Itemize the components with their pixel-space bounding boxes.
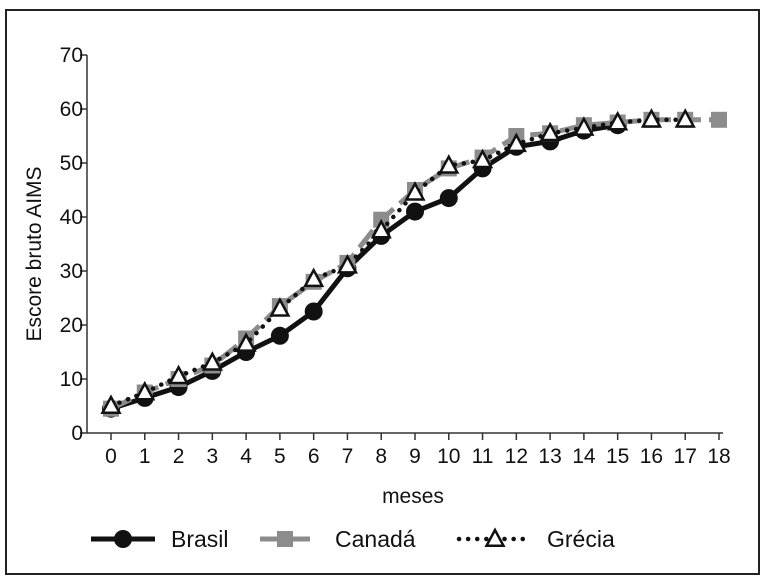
data-point — [573, 116, 595, 136]
data-point — [471, 148, 494, 169]
data-point — [438, 154, 460, 174]
x-tick-label: 13 — [538, 445, 561, 468]
x-tick-label: 0 — [105, 445, 117, 468]
data-point — [235, 332, 257, 352]
data-point — [134, 380, 156, 401]
x-axis-title: meses — [382, 485, 444, 508]
data-point — [674, 108, 696, 128]
x-tick-label: 18 — [707, 445, 730, 468]
legend-entry: Brasil — [91, 526, 229, 552]
legend-entry: Canadá — [260, 526, 416, 552]
y-tick-label: 60 — [60, 98, 83, 121]
legend-entry: Grécia — [456, 526, 615, 552]
data-point — [711, 111, 727, 128]
x-tick-label: 2 — [173, 445, 185, 468]
axes — [80, 54, 723, 440]
data-point — [439, 189, 458, 208]
x-tick-label: 9 — [409, 445, 421, 468]
x-tick-label: 4 — [240, 445, 252, 468]
x-tick-label: 17 — [674, 445, 697, 468]
chart-frame: 0 10 20 30 40 50 60 70 0 1 2 3 4 5 6 7 8 9 10 11 12 13 14 15 16 1… — [5, 9, 760, 575]
x-tick-label: 16 — [640, 445, 663, 468]
data-point — [270, 326, 289, 345]
data-point — [100, 394, 122, 414]
data-point — [303, 267, 325, 288]
y-tick-label: 10 — [60, 368, 83, 391]
data-point — [269, 297, 291, 317]
series-line — [108, 117, 688, 409]
data-point — [404, 181, 426, 201]
legend-marker — [484, 527, 506, 547]
x-tick-label: 12 — [505, 445, 528, 468]
y-tick-label: 30 — [60, 260, 83, 283]
legend: Brasil Canadá Grécia — [91, 526, 615, 552]
legend-label: Grécia — [547, 526, 615, 552]
legend-marker — [277, 531, 293, 547]
series-canadá — [103, 111, 727, 417]
legend-label: Brasil — [171, 526, 229, 552]
data-point — [167, 364, 190, 385]
data-point — [640, 108, 663, 128]
data-point — [505, 132, 527, 153]
data-point — [539, 121, 561, 142]
legend-marker — [114, 530, 132, 548]
x-tick-label: 5 — [274, 445, 286, 468]
y-tick-label: 70 — [60, 44, 83, 67]
y-tick-label: 20 — [60, 314, 83, 337]
y-tick-label: 50 — [60, 152, 83, 175]
data-point — [607, 110, 629, 131]
data-point — [304, 302, 323, 321]
x-tick-label: 11 — [472, 445, 494, 468]
data-point — [336, 253, 359, 274]
x-tick-label: 3 — [206, 445, 218, 468]
x-tick-label: 7 — [342, 445, 354, 468]
x-tick-label: 10 — [437, 445, 460, 468]
data-point — [370, 218, 392, 239]
y-axis-title: Escore bruto AIMS — [23, 166, 46, 341]
series-grécia — [100, 108, 696, 414]
series-layer — [100, 108, 727, 418]
x-tick-label: 1 — [139, 445, 151, 468]
x-tick-label: 8 — [375, 445, 387, 468]
data-point — [406, 202, 424, 221]
legend-label: Canadá — [335, 526, 416, 552]
x-tick-label: 15 — [606, 445, 629, 468]
x-tick-label: 6 — [308, 445, 320, 468]
y-tick-label: 40 — [60, 206, 83, 229]
x-tick-label: 14 — [572, 445, 596, 468]
data-point — [201, 351, 223, 371]
series-line — [110, 122, 619, 412]
y-tick-label: 0 — [71, 422, 83, 445]
